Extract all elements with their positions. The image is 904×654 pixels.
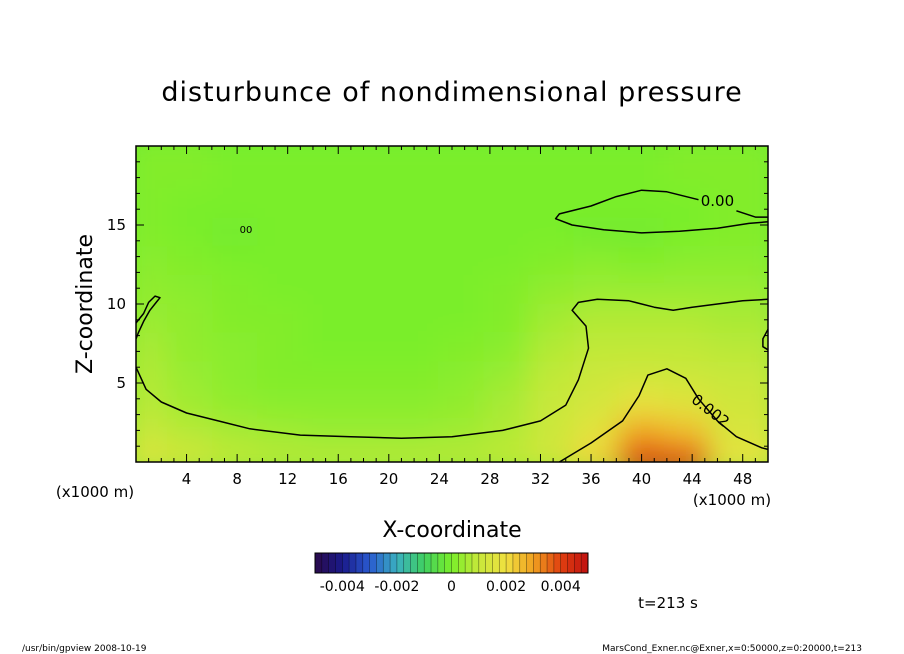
colorbar-band bbox=[458, 553, 466, 573]
colorbar-tick-labels: -0.004 -0.002 0 0.002 0.004 bbox=[320, 579, 581, 595]
x-tick-label: 40 bbox=[632, 470, 651, 488]
colorbar-tick-label: 0.004 bbox=[541, 579, 581, 595]
x-tick-label: 12 bbox=[278, 470, 297, 488]
colorbar-band bbox=[519, 553, 527, 573]
y-tick-label: 15 bbox=[107, 216, 126, 234]
colorbar-band bbox=[567, 553, 575, 573]
contour-line bbox=[762, 328, 768, 351]
chart-title: disturbunce of nondimensional pressure bbox=[161, 77, 742, 108]
colorbar-band bbox=[342, 553, 350, 573]
x-tick-label: 16 bbox=[329, 470, 348, 488]
colorbar-tick-label: 0 bbox=[447, 579, 456, 595]
colorbar-band bbox=[499, 553, 507, 573]
colorbar-band bbox=[335, 553, 343, 573]
x-unit-note-right: (x1000 m) bbox=[693, 491, 771, 509]
colorbar-bands bbox=[314, 553, 589, 573]
y-axis-ticks: 5 10 15 bbox=[107, 161, 768, 447]
colorbar-band bbox=[410, 553, 418, 573]
colorbar-band bbox=[390, 553, 398, 573]
colorbar-band bbox=[362, 553, 370, 573]
colorbar-frame bbox=[314, 552, 589, 574]
colorbar-band bbox=[376, 553, 384, 573]
colorbar-band bbox=[574, 553, 582, 573]
colorbar-band bbox=[349, 553, 357, 573]
colorbar: -0.004 -0.002 0 0.002 0.004 bbox=[314, 552, 589, 595]
colorbar-band bbox=[540, 553, 548, 573]
colorbar-tick-label: -0.004 bbox=[320, 579, 365, 595]
colorbar-tick-label: 0.002 bbox=[486, 579, 526, 595]
contour-line bbox=[136, 295, 161, 340]
colorbar-band bbox=[315, 553, 323, 573]
colorbar-band bbox=[471, 553, 480, 573]
colorbar-band bbox=[512, 553, 521, 573]
colorbar-band bbox=[581, 553, 589, 573]
colorbar-band bbox=[424, 553, 432, 573]
colorbar-band bbox=[437, 553, 445, 573]
x-tick-label: 4 bbox=[182, 470, 192, 488]
colorbar-band bbox=[533, 553, 541, 573]
x-axis-label: X-coordinate bbox=[382, 518, 521, 543]
colorbar-band bbox=[560, 553, 568, 573]
contour-line bbox=[554, 189, 768, 234]
contour-line bbox=[136, 298, 768, 440]
colorbar-band bbox=[526, 553, 534, 573]
heatmap-cell bbox=[708, 146, 768, 189]
heatmap-cells bbox=[136, 146, 768, 462]
colorbar-band bbox=[478, 553, 486, 573]
colorbar-band bbox=[383, 553, 391, 573]
colorbar-band bbox=[417, 553, 425, 573]
y-tick-label: 10 bbox=[107, 295, 126, 313]
x-tick-label: 20 bbox=[379, 470, 398, 488]
footer-left: /usr/bin/gpview 2008-10-19 bbox=[22, 644, 147, 654]
y-tick-label: 5 bbox=[116, 374, 126, 392]
colorbar-band bbox=[553, 553, 561, 573]
colorbar-band bbox=[321, 553, 329, 573]
x-tick-label: 28 bbox=[480, 470, 499, 488]
colorbar-band bbox=[403, 553, 411, 573]
x-tick-label: 48 bbox=[733, 470, 752, 488]
y-axis-label: Z-coordinate bbox=[73, 234, 98, 374]
x-tick-label: 32 bbox=[531, 470, 550, 488]
colorbar-band bbox=[396, 553, 405, 573]
colorbar-band bbox=[547, 553, 555, 573]
contour-label-small: 00 bbox=[240, 225, 253, 236]
time-label: t=213 s bbox=[638, 594, 698, 612]
colorbar-band bbox=[369, 553, 377, 573]
footer-right: MarsCond_Exner.nc@Exner,x=0:50000,z=0:20… bbox=[602, 644, 862, 654]
colorbar-band bbox=[492, 553, 500, 573]
colorbar-band bbox=[465, 553, 473, 573]
x-tick-label: 8 bbox=[232, 470, 242, 488]
contour-line bbox=[736, 210, 768, 218]
x-unit-note-left: (x1000 m) bbox=[56, 483, 134, 501]
colorbar-band bbox=[328, 553, 336, 573]
colorbar-band bbox=[485, 553, 493, 573]
contour-line bbox=[559, 368, 768, 462]
colorbar-band bbox=[444, 553, 452, 573]
x-tick-label: 24 bbox=[430, 470, 449, 488]
contour-label: 0.00 bbox=[701, 192, 734, 210]
colorbar-band bbox=[451, 553, 459, 573]
colorbar-band bbox=[506, 553, 514, 573]
x-tick-label: 44 bbox=[683, 470, 702, 488]
x-tick-label: 36 bbox=[581, 470, 600, 488]
colorbar-band bbox=[431, 553, 439, 573]
colorbar-tick-label: -0.002 bbox=[374, 579, 419, 595]
colorbar-band bbox=[355, 553, 364, 573]
x-axis-ticks: 4 8 12 16 20 24 28 32 36 40 44 48 bbox=[148, 146, 756, 488]
